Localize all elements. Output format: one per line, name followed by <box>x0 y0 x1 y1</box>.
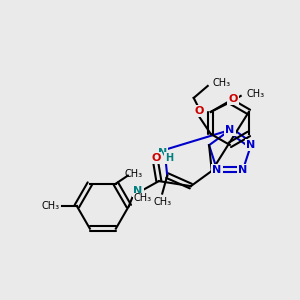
Text: CH₃: CH₃ <box>125 169 143 178</box>
Text: CH₃: CH₃ <box>153 196 171 207</box>
Text: CH₃: CH₃ <box>134 193 152 203</box>
Text: O: O <box>228 94 237 104</box>
Text: CH₃: CH₃ <box>42 201 60 211</box>
Text: CH₃: CH₃ <box>247 89 265 99</box>
Text: N: N <box>158 148 167 158</box>
Text: N: N <box>246 140 256 150</box>
Text: N: N <box>238 165 248 175</box>
Text: N: N <box>225 125 235 135</box>
Text: H: H <box>134 195 142 205</box>
Text: O: O <box>194 106 203 116</box>
Text: H: H <box>166 153 174 163</box>
Text: O: O <box>151 153 160 163</box>
Text: N: N <box>212 165 222 175</box>
Text: N: N <box>133 186 142 196</box>
Text: CH₃: CH₃ <box>213 78 231 88</box>
